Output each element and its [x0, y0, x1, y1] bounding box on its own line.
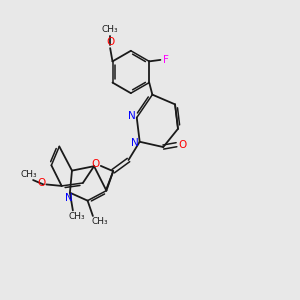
Text: O: O [106, 37, 114, 46]
Text: N: N [131, 138, 139, 148]
Text: CH₃: CH₃ [91, 217, 108, 226]
Text: O: O [179, 140, 187, 150]
Text: F: F [164, 55, 169, 65]
Text: CH₃: CH₃ [102, 26, 118, 34]
Text: N: N [128, 111, 136, 121]
Text: N: N [65, 193, 73, 203]
Text: O: O [92, 159, 100, 170]
Text: CH₃: CH₃ [20, 169, 37, 178]
Text: CH₃: CH₃ [68, 212, 85, 221]
Text: O: O [37, 178, 45, 188]
